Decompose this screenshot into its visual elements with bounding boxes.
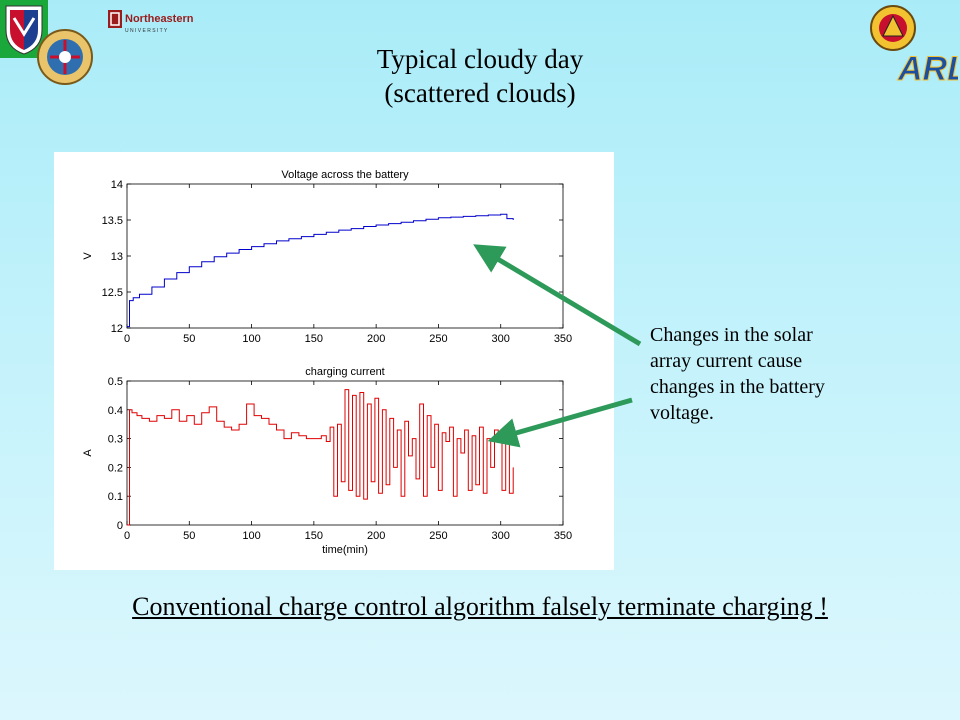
current-chart-title: charging current: [305, 366, 385, 378]
plot-panel: Voltage across the battery 0 50 100 150 200 25…: [54, 152, 614, 570]
current-y-axis-label: A: [82, 449, 94, 457]
voltage-y-tick-label: 13.5: [102, 215, 123, 227]
voltage-x-tick-label: 50: [183, 333, 195, 345]
current-y-tick-label: 0.4: [108, 405, 123, 417]
voltage-x-tick-label: 300: [492, 333, 510, 345]
callout-line-2: array current cause: [650, 350, 803, 372]
voltage-y-tick-label: 13: [111, 251, 123, 263]
voltage-x-tick-label: 100: [242, 333, 260, 345]
current-x-tick-label: 250: [429, 530, 447, 542]
current-x-tick-label: 350: [554, 530, 572, 542]
voltage-x-tick-label: 350: [554, 333, 572, 345]
tacom-emblem-logo: [868, 4, 918, 52]
current-x-tick-label: 200: [367, 530, 385, 542]
arl-logo: ARL: [896, 44, 960, 89]
callout-line-3: changes in the battery: [650, 376, 825, 398]
current-series-line: [127, 389, 514, 526]
slide-title: Typical cloudy day (scattered clouds): [300, 42, 660, 110]
voltage-y-tick-label: 14: [111, 179, 123, 191]
callout-text: Changes in the solar array current cause…: [650, 322, 950, 426]
voltage-x-tick-label: 250: [429, 333, 447, 345]
voltage-x-tick-label: 0: [124, 333, 130, 345]
current-x-tick-label: 300: [492, 530, 510, 542]
current-y-tick-label: 0.5: [108, 376, 123, 388]
voltage-series-line: [127, 213, 514, 328]
voltage-x-tick-label: 200: [367, 333, 385, 345]
current-y-tick-label: 0.2: [108, 462, 123, 474]
arsenal-seal-logo: [36, 26, 94, 88]
voltage-chart-title: Voltage across the battery: [281, 169, 409, 181]
current-x-tick-label: 0: [124, 530, 130, 542]
title-line-1: Typical cloudy day: [376, 44, 584, 74]
title-line-2: (scattered clouds): [384, 78, 576, 108]
army-shield-logo: [0, 0, 48, 58]
northeastern-name: Northeastern: [125, 13, 194, 25]
conclusion-text: Conventional charge control algorithm fa…: [132, 592, 828, 621]
northeastern-logo: Northeastern U N I V E R S I T Y: [108, 10, 212, 36]
current-x-axis-label: time(min): [322, 544, 368, 556]
voltage-y-axis-label: V: [82, 252, 94, 260]
northeastern-subtitle: U N I V E R S I T Y: [125, 28, 168, 34]
callout-line-1: Changes in the solar: [650, 324, 813, 346]
voltage-x-tick-label: 150: [305, 333, 323, 345]
voltage-y-tick-label: 12: [111, 323, 123, 335]
current-x-tick-label: 100: [242, 530, 260, 542]
current-y-tick-label: 0: [117, 520, 123, 532]
voltage-axes-frame: [126, 183, 564, 329]
plots-svg: Voltage across the battery 0 50 100 150 200 25…: [82, 169, 572, 556]
arl-letters: ARL: [897, 50, 958, 86]
current-x-tick-label: 150: [305, 530, 323, 542]
voltage-y-tick-label: 12.5: [102, 287, 123, 299]
callout-line-4: voltage.: [650, 402, 714, 424]
current-y-tick-label: 0.1: [108, 491, 123, 503]
current-x-tick-label: 50: [183, 530, 195, 542]
current-y-tick-label: 0.3: [108, 434, 123, 446]
